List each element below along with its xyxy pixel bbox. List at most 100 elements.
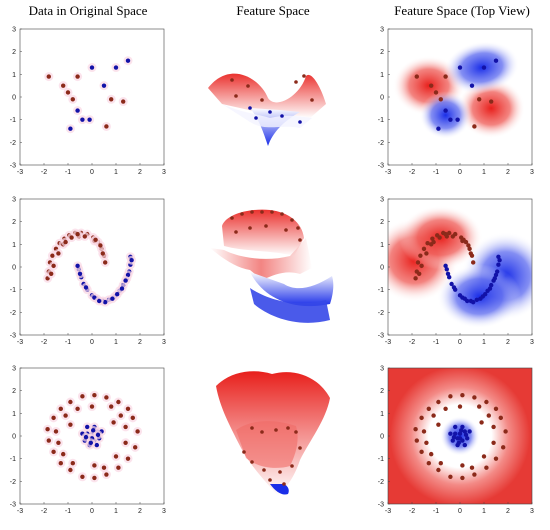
x-tick-label: -1 — [433, 339, 439, 346]
blue-point — [465, 298, 470, 304]
y-tick-label: -1 — [10, 287, 16, 294]
blue-point — [483, 292, 488, 297]
x-tick-label: -3 — [385, 169, 391, 176]
x-tick-label: 3 — [530, 339, 534, 346]
red-point — [101, 465, 107, 470]
red-point — [53, 429, 59, 434]
x-tick-label: -1 — [65, 169, 71, 176]
red-point — [501, 445, 506, 450]
blue-point — [457, 431, 463, 436]
blue-point — [463, 432, 469, 438]
blue-point — [478, 296, 483, 301]
y-tick-label: -3 — [378, 502, 384, 509]
blue-point — [77, 271, 83, 276]
blue-point — [460, 295, 465, 300]
blue-point — [119, 286, 125, 291]
x-tick-label: -2 — [41, 508, 47, 515]
surface-point — [268, 478, 272, 482]
x-tick-label: 1 — [114, 169, 118, 176]
x-tick-label: -3 — [17, 169, 23, 176]
red-point — [448, 394, 453, 399]
red-point — [419, 263, 424, 269]
red-point — [50, 253, 55, 258]
blue-point — [474, 297, 479, 303]
red-point — [133, 445, 138, 450]
red-point — [419, 415, 424, 421]
blue-point — [95, 432, 101, 438]
red-point — [498, 415, 503, 421]
red-point — [417, 271, 422, 276]
blue-point — [459, 428, 464, 433]
red-point — [429, 83, 434, 88]
y-tick-label: 2 — [12, 49, 16, 56]
red-point — [484, 399, 489, 405]
surface-point — [280, 114, 284, 118]
red-point — [431, 413, 436, 418]
y-tick-label: 0 — [12, 95, 16, 102]
blue-point — [496, 254, 501, 259]
surface-point — [294, 80, 298, 84]
red-point — [45, 427, 50, 432]
y-tick-label: -1 — [378, 287, 384, 294]
blue-point — [129, 258, 134, 263]
blue-point — [453, 431, 458, 436]
blue-point — [456, 440, 461, 445]
red-point — [486, 413, 491, 418]
blue-point — [453, 424, 458, 430]
red-point — [477, 404, 482, 409]
red-point — [56, 251, 61, 256]
x-tick-label: 1 — [482, 339, 486, 346]
surface-point — [248, 106, 252, 110]
blue-point — [496, 262, 501, 267]
red-point — [443, 231, 448, 237]
red-point — [438, 461, 443, 466]
blue-point — [125, 272, 131, 278]
red-point — [65, 90, 71, 95]
blue-point — [447, 275, 452, 280]
x-tick-label: 3 — [530, 508, 534, 515]
red-point — [429, 451, 434, 457]
y-tick-label: 3 — [380, 366, 384, 373]
blue-point — [443, 263, 448, 269]
red-point — [503, 429, 508, 434]
red-point — [111, 420, 116, 425]
blue-point — [115, 292, 120, 297]
red-point — [56, 440, 61, 445]
blue-point — [451, 285, 457, 290]
y-tick-label: -2 — [378, 140, 384, 147]
blue-point — [444, 267, 449, 272]
blue-point — [481, 65, 487, 70]
decision-field — [388, 368, 532, 504]
decision-field — [388, 205, 532, 329]
red-point — [491, 440, 496, 445]
blue-point — [448, 431, 453, 436]
red-point — [418, 253, 423, 258]
y-tick-label: 3 — [380, 197, 384, 204]
blue-point — [436, 126, 441, 131]
surface-point — [298, 238, 302, 242]
blue-point — [113, 65, 119, 70]
red-point — [472, 124, 477, 129]
red-point — [69, 235, 74, 240]
red-point — [414, 438, 419, 443]
red-point — [82, 234, 88, 239]
x-tick-label: 2 — [506, 169, 510, 176]
red-point — [118, 413, 124, 418]
y-tick-label: -3 — [10, 333, 16, 340]
x-tick-label: -1 — [433, 508, 439, 515]
blue-point — [489, 282, 494, 288]
surface-point — [282, 482, 286, 486]
red-point — [68, 422, 73, 427]
y-tick-label: 1 — [380, 242, 384, 249]
x-tick-label: -2 — [409, 508, 415, 515]
red-point — [123, 424, 128, 430]
red-point — [489, 99, 494, 104]
red-point — [448, 474, 453, 479]
red-point — [493, 406, 499, 411]
y-tick-label: 1 — [380, 72, 384, 79]
surface-point — [248, 226, 252, 230]
x-tick-label: 0 — [458, 508, 462, 515]
x-tick-label: 0 — [90, 508, 94, 515]
red-point — [421, 246, 427, 252]
